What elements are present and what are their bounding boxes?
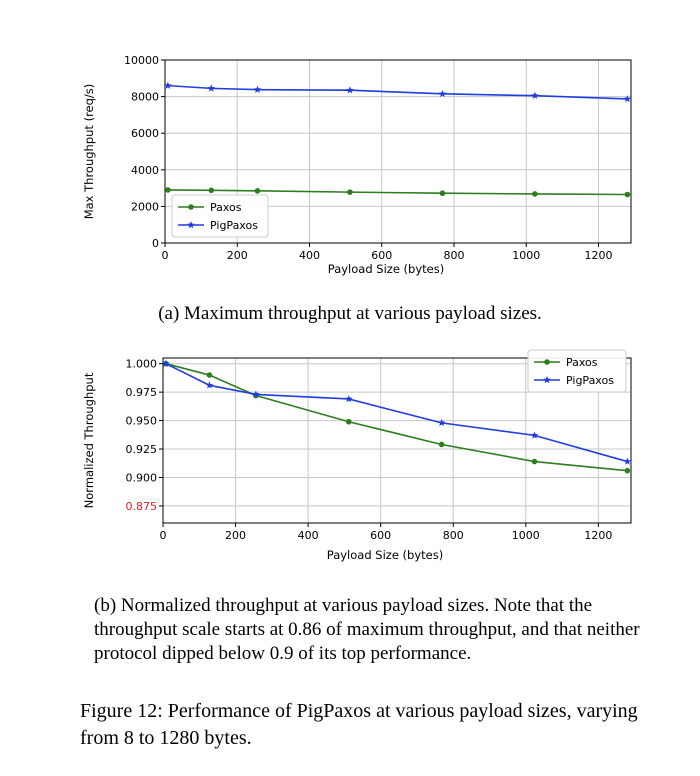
data-point-pigpaxos (623, 457, 632, 465)
x-tick-label: 1200 (584, 249, 612, 262)
x-tick-label: 800 (443, 529, 464, 542)
data-point-paxos (624, 467, 631, 474)
legend-label-paxos: Paxos (566, 356, 598, 369)
legend-label-pigpaxos: PigPaxos (210, 219, 258, 232)
figure-caption: Figure 12: Performance of PigPaxos at va… (80, 700, 638, 749)
data-point-pigpaxos (205, 381, 214, 389)
data-point-paxos (347, 189, 353, 195)
x-tick-label: 800 (443, 249, 464, 262)
caption-a: (a) Maximum throughput at various payloa… (158, 303, 542, 324)
x-tick-label: 1000 (512, 249, 540, 262)
x-tick-label: 1000 (512, 529, 540, 542)
x-axis-b: 0 200 400 600 800 1000 1200 (160, 523, 612, 542)
y-tick-label: 0 (152, 237, 159, 250)
x-tick-label: 400 (299, 249, 320, 262)
data-point-paxos (624, 191, 631, 198)
x-tick-label: 0 (160, 529, 167, 542)
data-point-pigpaxos (344, 394, 353, 403)
y-axis-a: 0 2000 4000 6000 8000 10000 (124, 54, 165, 250)
data-point-paxos (345, 418, 352, 425)
data-point-pigpaxos (531, 91, 539, 99)
legend-marker-pigpaxos (187, 221, 195, 229)
legend-a: Paxos PigPaxos (171, 194, 269, 238)
y-tick-label: 0.950 (126, 415, 158, 428)
legend-box (171, 194, 269, 238)
data-point-paxos (254, 188, 261, 194)
y-axis-label-a: Max Throughput (req/s) (82, 84, 96, 220)
data-point-pigpaxos (164, 81, 172, 89)
y-tick-label: 4000 (131, 164, 159, 177)
x-tick-label: 600 (371, 249, 392, 262)
data-point-paxos (532, 191, 538, 197)
legend-marker-paxos (544, 359, 550, 365)
x-axis-label-a: Payload Size (bytes) (328, 262, 444, 276)
data-point-paxos (439, 190, 446, 197)
x-axis-label-b: Payload Size (bytes) (327, 548, 443, 562)
series-pigpaxos-a (164, 81, 632, 103)
legend-marker-pigpaxos (543, 376, 551, 384)
y-tick-label: 6000 (131, 127, 159, 140)
x-tick-label: 200 (225, 529, 246, 542)
y-tick-label: 2000 (131, 200, 159, 213)
data-point-paxos (438, 441, 445, 448)
data-point-paxos (208, 187, 215, 194)
y-tick-label: 8000 (131, 91, 159, 104)
y-tick-label: 0.975 (126, 386, 158, 399)
plot-frame-a (164, 59, 632, 244)
y-axis-b: 0.875 0.900 0.925 0.950 0.975 1.000 (126, 358, 163, 513)
normalized-throughput-plot: 0 200 400 600 800 1000 1200 Payload Size (bytes… (82, 349, 632, 562)
y-tick-label: 0.925 (126, 443, 158, 456)
y-tick-label: 10000 (124, 54, 159, 67)
x-tick-label: 600 (370, 529, 391, 542)
data-point-paxos (165, 187, 171, 193)
data-point-paxos (206, 372, 213, 378)
series-paxos-a (165, 187, 631, 198)
chart-max-throughput: 0 200 400 600 800 1000 1200 Payload Size (bytes… (0, 40, 700, 290)
y-tick-label: 1.000 (126, 358, 158, 371)
max-throughput-plot: 0 200 400 600 800 1000 1200 Payload Size (bytes… (82, 54, 632, 276)
legend-box (527, 349, 627, 393)
legend-label-pigpaxos: PigPaxos (566, 374, 614, 387)
x-tick-label: 1200 (584, 529, 612, 542)
plot-frame-b (162, 357, 632, 524)
data-point-pigpaxos (530, 431, 539, 439)
data-point-pigpaxos (438, 89, 447, 98)
y-tick-label: 0.875 (126, 500, 158, 513)
legend-marker-paxos (188, 204, 194, 210)
series-pigpaxos-b (162, 359, 632, 465)
caption-b: (b) Normalized throughput at various pay… (94, 595, 640, 664)
legend-label-paxos: Paxos (210, 201, 242, 214)
x-tick-label: 200 (227, 249, 248, 262)
x-tick-label: 400 (298, 529, 319, 542)
y-tick-label: 0.900 (126, 471, 158, 484)
data-point-pigpaxos (437, 418, 446, 427)
data-point-pigpaxos (346, 86, 354, 94)
data-point-pigpaxos (162, 359, 170, 367)
data-point-pigpaxos (207, 84, 216, 92)
data-point-pigpaxos (253, 85, 262, 93)
data-point-paxos (531, 458, 538, 465)
data-point-pigpaxos (623, 94, 632, 103)
y-axis-label-b: Normalized Throughput (82, 372, 96, 508)
x-tick-label: 0 (162, 249, 169, 262)
data-point-pigpaxos (252, 390, 260, 398)
x-axis-a: 0 200 400 600 800 1000 1200 (162, 243, 612, 262)
chart-normalized-throughput: 0 200 400 600 800 1000 1200 Payload Size (bytes… (0, 345, 700, 575)
legend-b: Paxos PigPaxos (527, 349, 627, 393)
